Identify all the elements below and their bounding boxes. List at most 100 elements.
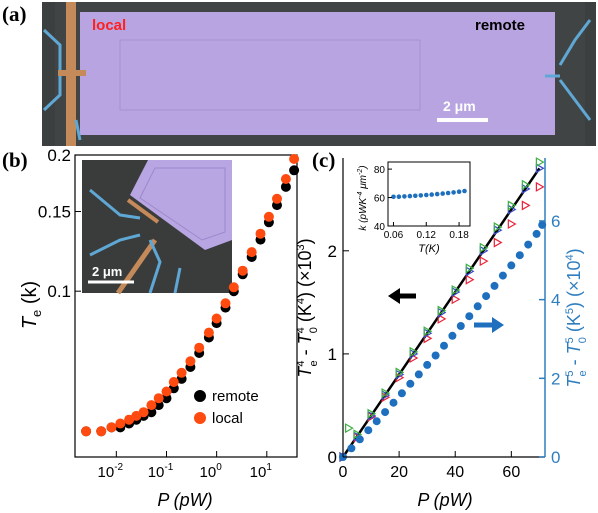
blue-point <box>431 351 440 360</box>
inset-y-tick: 60 <box>374 194 386 205</box>
point-local <box>289 154 300 164</box>
y-left-tick-label-c: 0 <box>328 448 337 467</box>
y-axis-label-b: Te (k) <box>19 281 44 329</box>
inset-plot-c: 0.06 0.12 0.18 40 60 80 k (pWK-4 μm-2) T(K) <box>357 161 471 255</box>
triangle-point <box>465 263 475 274</box>
legend-local-label: local <box>212 410 243 427</box>
blue-point <box>364 426 373 435</box>
point-local <box>280 174 291 184</box>
arrow-right-axis <box>474 317 504 333</box>
triangle-point <box>437 313 447 324</box>
label-local: local <box>92 17 126 34</box>
blue-point <box>406 379 415 388</box>
point-local <box>263 211 274 222</box>
triangle-point <box>535 181 545 192</box>
y-right-tick-label-c: 4 <box>551 291 560 310</box>
triangle-point <box>521 200 531 211</box>
inset-y-label: k (pWK-4 μm-2) <box>357 165 369 230</box>
triangle-point <box>437 305 447 316</box>
panel-label-c: (c) <box>312 148 336 172</box>
panel-label-a: (a) <box>2 2 27 26</box>
point-remote <box>153 400 164 411</box>
x-axis-label-c: P (pW) <box>417 490 472 510</box>
arrow-left-axis <box>388 288 416 304</box>
inset-point <box>402 194 407 199</box>
inset-point <box>462 188 467 194</box>
inset-y-tick: 40 <box>374 222 386 233</box>
triangle-point <box>465 274 475 285</box>
y-right-tick-label-c: 6 <box>551 212 560 231</box>
point-local <box>168 377 179 387</box>
inset-point <box>407 193 413 199</box>
triangle-point <box>479 256 489 267</box>
y-tick-label-b: 0.1 <box>47 282 71 301</box>
inset-point <box>418 193 424 198</box>
blue-point <box>498 271 507 280</box>
blue-point <box>440 341 448 350</box>
blue-point <box>448 331 457 340</box>
blue-point <box>423 360 432 369</box>
triangle-point <box>409 346 419 357</box>
point-remote <box>280 181 291 192</box>
blue-point <box>414 370 423 379</box>
point-local <box>106 422 117 433</box>
x-tick-label-c: 60 <box>502 464 520 481</box>
triangle-point <box>367 408 377 419</box>
y-axis-label-c-right: T5e - T50 (K5) (×104) <box>564 248 589 387</box>
inset-sem-b: 2 μm <box>82 160 232 295</box>
point-local <box>255 228 266 239</box>
point-remote <box>146 407 157 418</box>
inset-x-label: T(K) <box>418 243 440 255</box>
point-local <box>185 356 196 367</box>
x-tick-label-b: 100 <box>200 462 223 481</box>
x-tick-label-b: 10-1 <box>148 462 174 481</box>
inset-point <box>429 192 435 197</box>
blue-point <box>355 435 364 444</box>
blue-point <box>490 281 499 290</box>
inset-point <box>396 194 402 199</box>
scale-bar-b-label: 2 μm <box>92 264 122 279</box>
triangle-point <box>423 333 433 344</box>
inset-x-tick: 0.06 <box>384 230 404 241</box>
triangle-point <box>507 218 517 230</box>
y-left-tick-label-c: 1 <box>328 345 337 364</box>
inset-x-tick: 0.18 <box>449 230 469 241</box>
blue-point <box>473 302 482 311</box>
x-axis-label-b: P (pW) <box>157 490 212 510</box>
blue-point <box>456 322 465 330</box>
blue-point <box>524 240 533 249</box>
point-local <box>194 342 205 353</box>
blue-point <box>397 389 406 398</box>
blue-point <box>347 444 356 453</box>
x-tick-label-c: 0 <box>339 464 348 481</box>
scale-bar-a-label: 2 μm <box>443 98 476 114</box>
x-tick-label-c: 40 <box>446 464 464 481</box>
blue-point <box>465 312 474 321</box>
inset-point <box>456 189 462 194</box>
x-tick-label-b: 10-2 <box>98 462 124 481</box>
triangle-point <box>535 163 545 174</box>
point-local <box>115 418 126 429</box>
blue-point <box>372 417 381 426</box>
y-right-tick-label-c: 2 <box>551 369 560 388</box>
point-local <box>153 393 164 404</box>
blue-point <box>532 229 541 238</box>
panel-b-plot: 2 μm 10-2 10-1 100 101 0.1 0.15 0.2 remote loc… <box>19 146 300 510</box>
inset-x-tick: 0.12 <box>417 230 437 241</box>
point-local <box>176 367 187 378</box>
point-local <box>81 426 92 437</box>
blue-point <box>507 261 516 270</box>
blue-contacts <box>42 19 592 141</box>
point-local <box>220 298 231 309</box>
point-local <box>228 282 239 293</box>
inset-point <box>413 193 418 199</box>
point-local <box>211 313 222 324</box>
inset-point <box>451 190 456 195</box>
label-remote: remote <box>475 17 525 34</box>
triangle-point <box>451 284 461 296</box>
inset-point <box>424 192 429 198</box>
membrane <box>80 12 555 135</box>
y-tick-label-b: 0.2 <box>47 146 71 165</box>
